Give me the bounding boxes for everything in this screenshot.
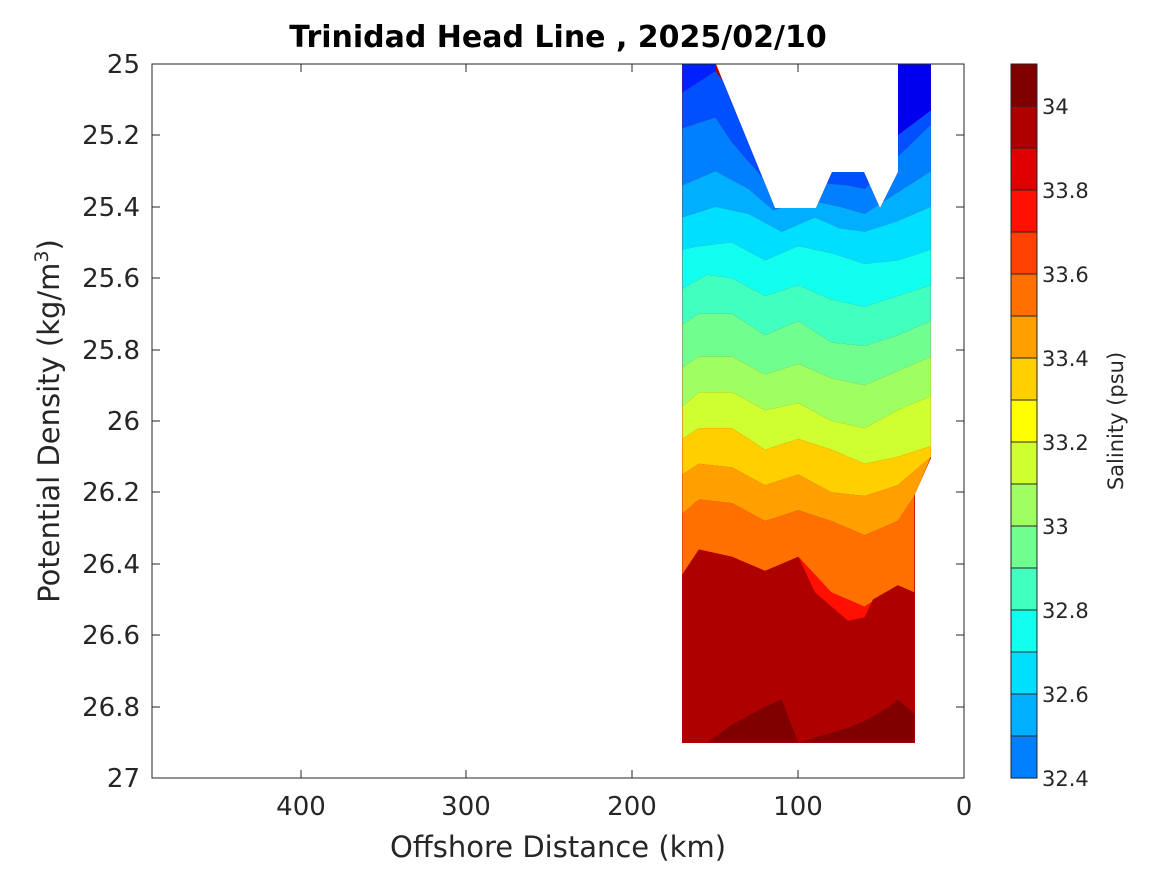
salinity-band [682, 274, 931, 346]
colorbar-cell [1011, 190, 1037, 233]
colorbar-tick-label: 33.8 [1042, 179, 1089, 203]
y-axis-title-superscript: 3 [31, 250, 53, 262]
colorbar-cell [1011, 64, 1037, 107]
colorbar-frame [1010, 63, 1038, 779]
y-tick-label: 25 [107, 50, 140, 80]
colorbar-tick-label: 34 [1042, 95, 1069, 119]
salinity-band [707, 699, 915, 743]
salinity-band [682, 206, 931, 264]
salinity-band [682, 356, 931, 429]
y-axis-title: Potential Density (kg/m3) [31, 239, 66, 603]
y-axis: 25 25.2 25.4 25.6 25.8 26 26.2 26.4 26.6… [82, 50, 964, 794]
y-axis-title-main: Potential Density (kg/m [32, 263, 66, 603]
colorbar-cell [1011, 736, 1037, 779]
y-tick-label: 26.4 [82, 550, 140, 580]
salinity-band [897, 64, 931, 136]
colorbar-tick-label: 33.6 [1042, 263, 1089, 287]
x-axis: 400 300 200 100 0 [276, 64, 972, 822]
colorbar-tick-label: 32.8 [1042, 599, 1089, 623]
colorbar-cell [1011, 442, 1037, 485]
colorbar-cell [1011, 610, 1037, 653]
salinity-band [682, 64, 716, 93]
colorbar-tick-label: 33.4 [1042, 347, 1089, 371]
y-tick-label: 26.8 [82, 693, 140, 723]
salinity-band [682, 313, 931, 386]
y-tick-label: 26.2 [82, 478, 140, 508]
colorbar-tick-label: 33 [1042, 515, 1069, 539]
salinity-band [682, 549, 915, 743]
x-axis-title: Offshore Distance (km) [390, 830, 726, 864]
colorbar-tick-label: 32.4 [1042, 767, 1089, 791]
colorbar-cell [1011, 484, 1037, 527]
salinity-band [682, 456, 931, 536]
x-tick-label: 300 [441, 792, 491, 822]
y-tick-label: 27 [107, 764, 140, 794]
chart-title: Trinidad Head Line , 2025/02/10 [289, 20, 826, 55]
colorbar-cell [1011, 400, 1037, 443]
colorbar-cell [1011, 232, 1037, 275]
salinity-band [682, 242, 931, 307]
colorbar-cell [1011, 316, 1037, 359]
y-tick-label: 25.4 [82, 193, 140, 223]
y-tick-label: 26 [107, 407, 140, 437]
colorbar-cell [1011, 568, 1037, 611]
y-tick-label: 25.6 [82, 264, 140, 294]
colorbar-cell [1011, 652, 1037, 695]
x-tick-label: 400 [276, 792, 326, 822]
colorbar-cell [1011, 358, 1037, 401]
x-tick-label: 100 [773, 792, 823, 822]
colorbar-tick-label: 32.6 [1042, 683, 1089, 707]
y-axis-title-end: ) [32, 239, 66, 250]
x-tick-label: 200 [607, 792, 657, 822]
colorbar-cell [1011, 526, 1037, 569]
salinity-band [682, 117, 931, 214]
salinity-band [682, 428, 931, 496]
y-tick-label: 26.6 [82, 621, 140, 651]
colorbar-cell [1011, 148, 1037, 191]
colorbar-title: Salinity (psu) [1104, 352, 1128, 490]
colorbar-cell [1011, 274, 1037, 317]
y-tick-label: 25.8 [82, 336, 140, 366]
salinity-band [682, 392, 931, 464]
colorbar: 32.4 32.6 32.8 33 33.2 33.4 33.6 33.8 34 Salinit… [1010, 63, 1128, 791]
colorbar-cell [1011, 106, 1037, 149]
colorbar-cell [1011, 694, 1037, 737]
x-tick-label: 0 [956, 792, 973, 822]
salinity-band [682, 496, 915, 607]
colorbar-tick-label: 33.2 [1042, 431, 1089, 455]
plot-area [151, 63, 965, 779]
y-tick-label: 25.2 [82, 121, 140, 151]
